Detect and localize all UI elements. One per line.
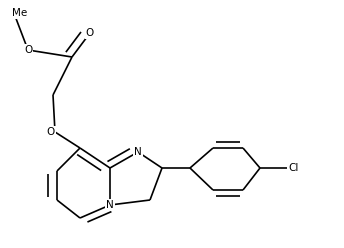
- Text: N: N: [106, 200, 114, 210]
- Text: N: N: [134, 147, 142, 157]
- Text: Cl: Cl: [288, 163, 298, 173]
- Text: O: O: [86, 28, 94, 38]
- Text: O: O: [24, 45, 32, 55]
- Text: O: O: [47, 127, 55, 137]
- Text: Me: Me: [12, 8, 27, 18]
